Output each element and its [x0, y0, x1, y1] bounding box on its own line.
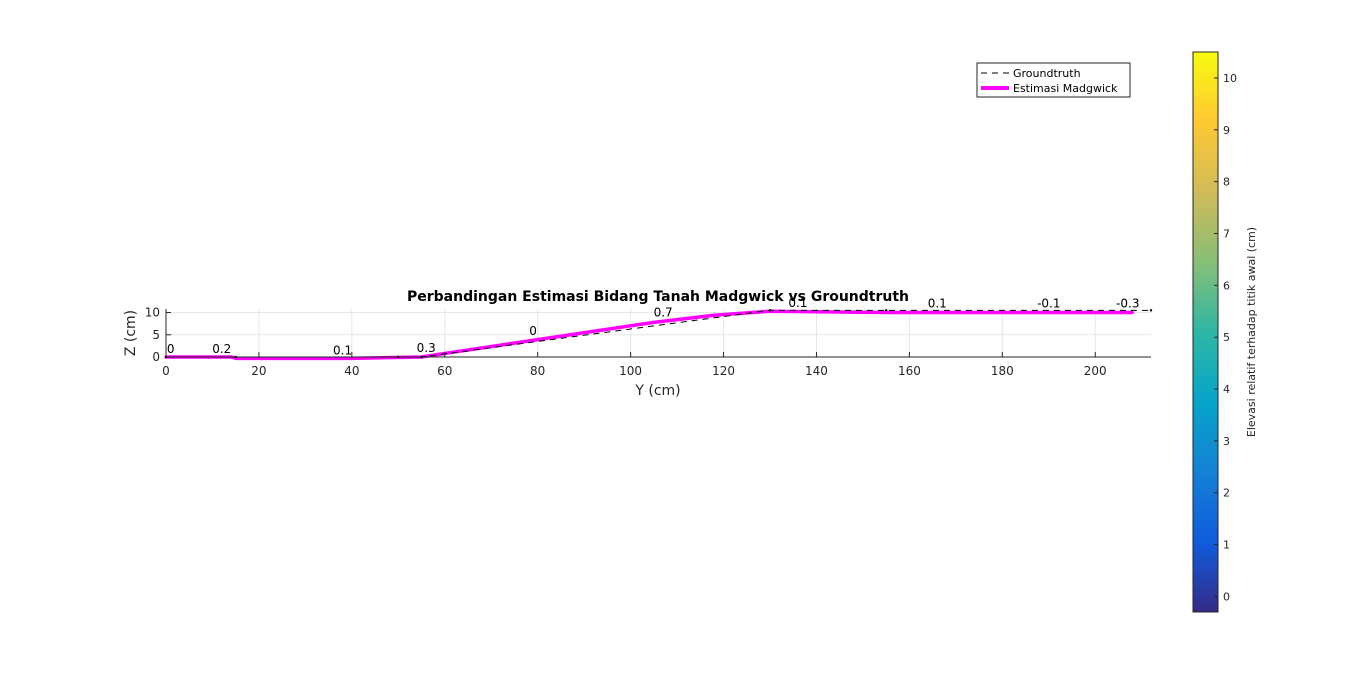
- point-label: 0.1: [928, 297, 947, 311]
- colorbar-label: Elevasi relatif terhadap titik awal (cm): [1245, 227, 1258, 437]
- y-ticks: 0 5 10: [145, 306, 171, 364]
- point-labels: 0 0.2 0.1 0.3 0 0.7 0.1 0.1 -0.1 -0.3: [167, 296, 1140, 358]
- x-tick-label: 0: [162, 364, 170, 378]
- colorbar-tick-label: 7: [1223, 227, 1230, 240]
- point-label: 0.7: [654, 306, 673, 320]
- colorbar-tick-label: 9: [1223, 124, 1230, 137]
- point-label: 0.1: [333, 343, 352, 357]
- madgwick-point: [652, 320, 656, 324]
- legend: Groundtruth Estimasi Madgwick: [976, 62, 1131, 98]
- madgwick-point: [350, 356, 354, 360]
- groundtruth-point: [768, 309, 772, 312]
- colorbar-tick-label: 6: [1223, 279, 1230, 292]
- point-label: 0: [529, 324, 537, 338]
- chart-title: Perbandingan Estimasi Bidang Tanah Madgw…: [407, 289, 909, 305]
- y-tick-label: 5: [152, 328, 160, 342]
- madgwick-point: [712, 313, 716, 317]
- x-tick-label: 60: [437, 364, 452, 378]
- x-tick-label: 120: [712, 364, 735, 378]
- colorbar: 0 1 2 3 4 5 6 7 8 9 10 Elevasi relatif terhadap ti…: [1192, 51, 1258, 613]
- x-tick-label: 40: [344, 364, 359, 378]
- legend-label-groundtruth: Groundtruth: [1013, 67, 1081, 80]
- x-axis-label: Y (cm): [634, 383, 680, 399]
- x-tick-label: 180: [991, 364, 1014, 378]
- point-label: -0.3: [1116, 297, 1139, 311]
- x-ticks: 0 20 40 60 80 100 120 140 160 180 200: [162, 352, 1107, 378]
- colorbar-tick-label: 2: [1223, 487, 1230, 500]
- colorbar-tick-label: 10: [1223, 72, 1237, 85]
- point-label: 0.3: [417, 341, 436, 355]
- point-label: 0.1: [788, 296, 807, 310]
- groundtruth-point: [884, 309, 888, 312]
- madgwick-point: [1130, 310, 1135, 315]
- colorbar-gradient: [1192, 51, 1219, 613]
- x-tick-label: 160: [898, 364, 921, 378]
- groundtruth-point: [1149, 309, 1153, 312]
- point-label: 0: [167, 342, 175, 356]
- madgwick-point: [536, 338, 540, 342]
- colorbar-tick-label: 0: [1223, 590, 1230, 603]
- x-tick-label: 200: [1084, 364, 1107, 378]
- point-label: -0.1: [1037, 297, 1060, 311]
- colorbar-tick-label: 3: [1223, 435, 1230, 448]
- plot-area: 0 0.2 0.1 0.3 0 0.7 0.1 0.1 -0.1 -0.3 0 20 40 60 80 10…: [145, 296, 1153, 378]
- y-tick-label: 10: [145, 306, 160, 320]
- x-tick-label: 140: [805, 364, 828, 378]
- colorbar-ticks: 0 1 2 3 4 5 6 7 8 9 10: [1214, 72, 1237, 603]
- madgwick-point: [884, 310, 888, 315]
- legend-box: [976, 62, 1131, 98]
- colorbar-tick-label: 1: [1223, 539, 1230, 552]
- y-tick-label: 0: [152, 350, 160, 364]
- x-tick-label: 80: [530, 364, 545, 378]
- x-tick-label: 100: [619, 364, 642, 378]
- y-axis-label: Z (cm): [123, 310, 139, 356]
- colorbar-tick-label: 4: [1223, 383, 1230, 396]
- x-tick-label: 20: [251, 364, 266, 378]
- colorbar-tick-label: 5: [1223, 331, 1230, 344]
- legend-label-madgwick: Estimasi Madgwick: [1013, 82, 1118, 95]
- colorbar-tick-label: 8: [1223, 176, 1230, 189]
- point-label: 0.2: [212, 342, 231, 356]
- plot-background: [166, 309, 1151, 357]
